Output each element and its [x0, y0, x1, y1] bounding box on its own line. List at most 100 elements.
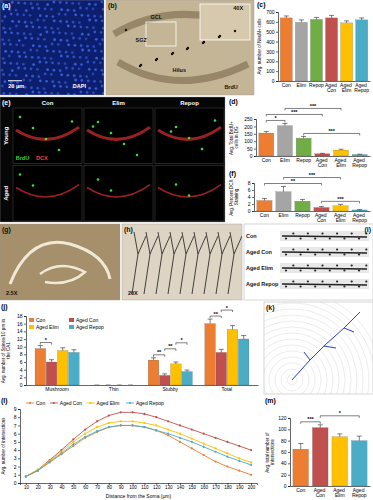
nucleus: [43, 38, 46, 41]
y-tick: 100: [244, 138, 256, 144]
tick-label: 200: [266, 58, 275, 64]
nucleus: [79, 91, 82, 94]
nucleus: [93, 61, 96, 64]
tick-mark: [24, 347, 26, 348]
error-bar: [151, 358, 156, 360]
text-line: Con: [296, 487, 305, 493]
significance-label: *: [339, 410, 342, 416]
tick-label: Repop: [296, 157, 311, 163]
legend-swatch: [69, 318, 74, 322]
nucleus: [99, 61, 102, 64]
nucleus: [10, 31, 13, 34]
legend-item: Con: [29, 317, 45, 323]
error-bar: [106, 385, 111, 386]
spine: [358, 237, 360, 239]
tick-mark: [18, 434, 20, 435]
nucleus: [57, 92, 60, 95]
nucleus: [95, 57, 98, 60]
dcx-layer: [87, 185, 150, 197]
spine: [300, 285, 302, 287]
text-line: Elim: [279, 212, 289, 218]
brdu-cell: [219, 35, 221, 37]
tick-label: 2: [20, 374, 23, 380]
nucleus: [80, 44, 83, 47]
nucleus: [92, 73, 95, 76]
neuron: [204, 232, 218, 294]
nucleus: [88, 49, 91, 52]
tick-label: Thin: [109, 386, 119, 392]
nucleus: [23, 32, 26, 35]
y-tick: 12: [17, 336, 26, 342]
bar: [326, 18, 338, 81]
tick-mark: [24, 316, 26, 317]
row-label: Aged Con: [246, 249, 273, 255]
text-line: the CA1: [6, 342, 11, 359]
bar: [310, 19, 322, 81]
error-bar: [282, 123, 287, 125]
error-bar: [264, 132, 269, 133]
legend-item: Aged Con: [69, 317, 98, 323]
marker: [37, 470, 39, 472]
spine: [321, 264, 323, 266]
bar: [216, 352, 227, 385]
tick-mark: [254, 141, 256, 142]
nucleus: [72, 37, 75, 40]
marker: [167, 428, 169, 430]
y-tick: 500: [266, 29, 278, 35]
nucleus: [37, 56, 40, 59]
nucleus: [15, 43, 18, 46]
brdu-cell: [110, 189, 113, 192]
nucleus: [57, 43, 60, 46]
nucleus: [46, 49, 49, 52]
dcx-layer: [16, 185, 79, 197]
bar: [114, 385, 125, 386]
nucleus: [85, 7, 88, 10]
y-tick: 0: [20, 382, 26, 388]
legend-marker: [90, 402, 92, 404]
marker: [238, 460, 240, 462]
legend-item: Aged Elim: [87, 400, 120, 406]
legend-item: Con: [26, 400, 45, 406]
significance-label: ***: [328, 128, 335, 134]
axis-line: [254, 120, 257, 157]
nucleus: [17, 67, 20, 70]
bar: [148, 360, 159, 385]
x-tick: 50: [71, 483, 77, 490]
tick-label: 10: [24, 485, 30, 490]
marker: [143, 413, 145, 415]
marker: [167, 420, 169, 422]
nucleus: [59, 20, 62, 23]
marker: [60, 452, 62, 454]
nucleus: [100, 50, 103, 53]
text-line: Elim: [335, 492, 345, 498]
nucleus: [22, 44, 25, 47]
tick-label: 50: [247, 146, 253, 152]
brdu-cell: [139, 65, 141, 67]
nucleus: [71, 51, 74, 54]
significance-label: *: [226, 305, 229, 311]
nucleus: [86, 91, 89, 94]
nucleus: [86, 61, 89, 64]
micrograph-cell: [84, 108, 153, 164]
error-bar: [357, 436, 362, 441]
legend-item: Aged Con: [50, 400, 82, 406]
text-line: Staining: [234, 188, 239, 205]
image-label: BrdU: [224, 84, 237, 90]
spine: [321, 280, 323, 282]
nucleus: [29, 49, 32, 52]
y-tick: 0: [272, 78, 278, 84]
marker: [203, 446, 205, 448]
plot-area: [257, 187, 367, 212]
tick-label: 60: [281, 449, 287, 455]
error-bar: [49, 360, 54, 362]
spine: [358, 269, 360, 271]
nucleus: [53, 1, 56, 4]
nucleus: [66, 55, 69, 58]
x-tick: Aged Repop: [352, 211, 367, 223]
tick-label: 180: [224, 485, 232, 490]
cell-layer: [118, 62, 248, 81]
nucleus: [99, 80, 102, 83]
image-panel: (g)2.5X: [0, 224, 120, 300]
tick-label: Aged Con: [314, 487, 327, 498]
nucleus: [58, 31, 61, 34]
